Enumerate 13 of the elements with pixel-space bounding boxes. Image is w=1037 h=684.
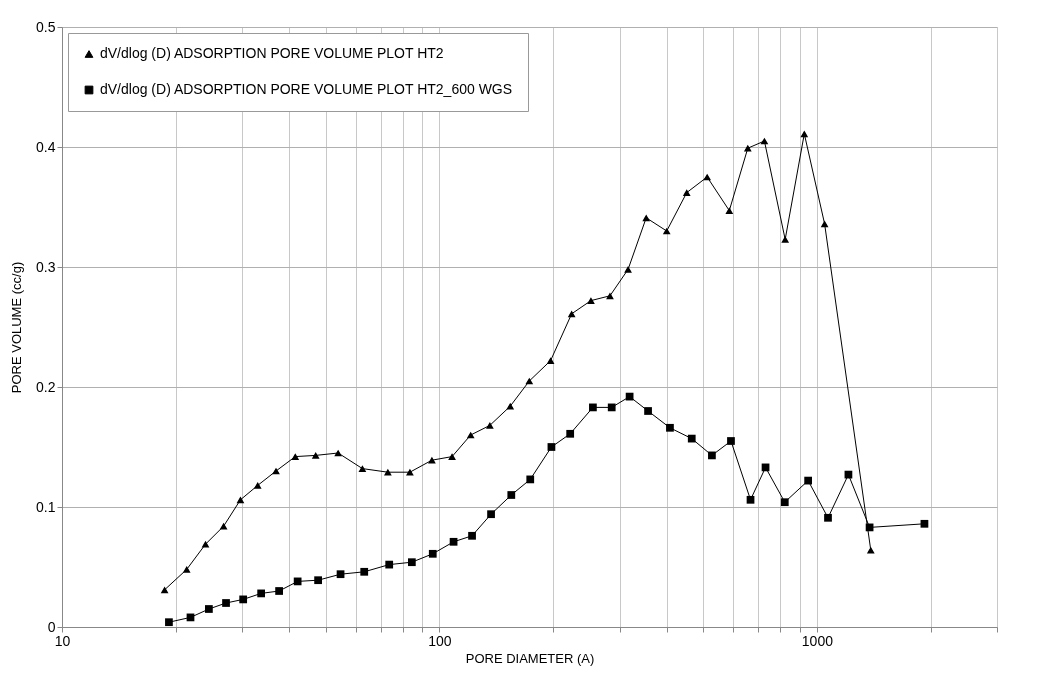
legend-label: dV/dlog (D) ADSORPTION PORE VOLUME PLOT HT2 bbox=[100, 45, 444, 61]
y-tick-label: 0 bbox=[47, 618, 56, 635]
x-tick-label: 1000 bbox=[801, 632, 834, 649]
y-tick-label: 0.3 bbox=[36, 258, 56, 275]
x-tick-label: 10 bbox=[54, 632, 71, 649]
x-tick-label: 100 bbox=[428, 632, 452, 649]
x-axis-title: PORE DIAMETER (A) bbox=[465, 650, 595, 666]
legend-label: dV/dlog (D) ADSORPTION PORE VOLUME PLOT HT2_600 WGS bbox=[100, 81, 513, 97]
y-tick-label: 0.4 bbox=[36, 138, 56, 155]
y-tick-label: 0.1 bbox=[36, 498, 56, 515]
y-axis-title: PORE VOLUME (cc/g) bbox=[9, 261, 25, 394]
y-tick-label: 0.5 bbox=[36, 18, 56, 35]
y-tick-label: 0.2 bbox=[36, 378, 56, 395]
